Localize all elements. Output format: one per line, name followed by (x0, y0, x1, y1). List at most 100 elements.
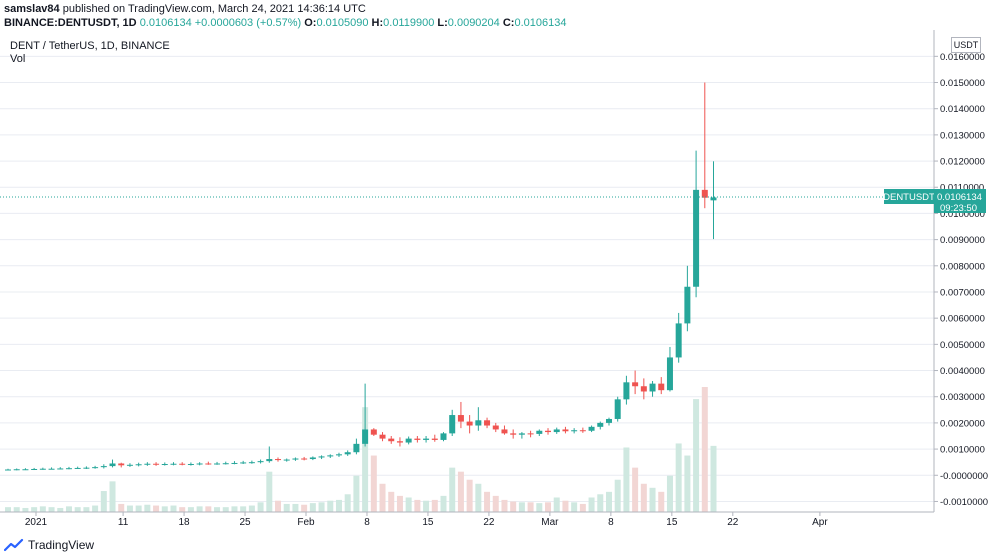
last-price: 0.0106134 (139, 17, 192, 29)
candle-body[interactable] (74, 467, 81, 469)
candle-body[interactable] (666, 357, 673, 391)
candle-body[interactable] (536, 430, 543, 434)
candle-body[interactable] (457, 415, 464, 422)
candle-body[interactable] (684, 286, 691, 324)
candle-body[interactable] (13, 469, 20, 471)
volume-bar (240, 506, 247, 512)
candle-body[interactable] (335, 454, 342, 456)
candle-body[interactable] (632, 382, 639, 387)
candle-body[interactable] (318, 456, 325, 458)
candle-body[interactable] (370, 429, 377, 435)
candle-body[interactable] (492, 425, 499, 430)
candle-body[interactable] (501, 429, 508, 434)
candle-body[interactable] (423, 438, 430, 440)
candle-body[interactable] (39, 468, 46, 470)
candle-body[interactable] (640, 386, 647, 392)
candle-body[interactable] (57, 468, 64, 470)
candle-body[interactable] (545, 430, 552, 433)
price-chart[interactable]: 0.0160000 0.0150000 0.0140000 0.0130000 0.01… (0, 30, 1000, 559)
candle-body[interactable] (414, 438, 421, 440)
candle-body[interactable] (396, 441, 403, 443)
volume-bar (614, 479, 621, 512)
candle-body[interactable] (283, 459, 290, 461)
candle-body[interactable] (214, 463, 221, 465)
candle-body[interactable] (327, 455, 334, 457)
candle-body[interactable] (240, 462, 247, 464)
candle-body[interactable] (649, 383, 656, 392)
candle-body[interactable] (362, 429, 369, 444)
volume-bar (344, 494, 351, 512)
publisher-user[interactable]: samslav84 (4, 3, 60, 15)
candle-body[interactable] (484, 420, 491, 426)
candle-body[interactable] (118, 463, 125, 466)
candle-body[interactable] (179, 463, 186, 465)
candle-body[interactable] (92, 467, 99, 469)
candle-body[interactable] (344, 452, 351, 455)
candle-body[interactable] (153, 463, 160, 465)
candle-body[interactable] (309, 457, 316, 460)
open-label: O: (304, 17, 317, 29)
candle-body[interactable] (675, 323, 682, 358)
candle-body[interactable] (144, 463, 151, 465)
candle-body[interactable] (187, 464, 194, 466)
candle-body[interactable] (257, 461, 264, 463)
candle-body[interactable] (100, 466, 107, 468)
candle-body[interactable] (5, 469, 11, 471)
candle-body[interactable] (196, 463, 203, 465)
volume-bar (666, 475, 673, 512)
candle-body[interactable] (353, 443, 360, 453)
candle-body[interactable] (292, 458, 299, 460)
tradingview-logo[interactable]: TradingView (4, 538, 94, 552)
candle-body[interactable] (275, 459, 282, 461)
candle-body[interactable] (553, 429, 560, 433)
volume-bar (449, 467, 456, 512)
candle-body[interactable] (449, 415, 456, 434)
volume-bar (362, 407, 369, 512)
candle-body[interactable] (22, 469, 29, 471)
candle-body[interactable] (48, 468, 55, 470)
candle-body[interactable] (571, 430, 578, 432)
candle-body[interactable] (431, 438, 438, 440)
candle-body[interactable] (701, 189, 708, 198)
candle-body[interactable] (623, 382, 630, 400)
candle-body[interactable] (231, 462, 238, 464)
candle-body[interactable] (65, 468, 72, 470)
candle-body[interactable] (135, 464, 142, 466)
candle-body[interactable] (658, 383, 665, 391)
candle-body[interactable] (266, 459, 273, 462)
candle-body[interactable] (562, 429, 569, 432)
candle-body[interactable] (693, 189, 700, 287)
candle-body[interactable] (466, 421, 473, 426)
y-tick-label: 0.0040000 (940, 366, 985, 377)
candle-body[interactable] (614, 399, 621, 419)
candle-body[interactable] (579, 430, 586, 432)
volume-bar (518, 502, 525, 512)
candle-body[interactable] (222, 463, 229, 465)
volume-bar (309, 503, 316, 512)
candle-body[interactable] (205, 463, 212, 465)
volume-bar (179, 507, 186, 512)
candle-body[interactable] (126, 464, 133, 466)
candle-body[interactable] (605, 418, 612, 423)
candle-body[interactable] (379, 434, 386, 439)
candle-body[interactable] (527, 433, 534, 435)
volume-bar (492, 495, 499, 512)
candle-body[interactable] (710, 197, 717, 201)
candle-body[interactable] (248, 462, 255, 464)
candle-body[interactable] (170, 463, 177, 465)
candle-body[interactable] (597, 422, 604, 427)
candle-body[interactable] (161, 464, 168, 466)
candle-body[interactable] (588, 426, 595, 431)
candle-body[interactable] (405, 438, 412, 443)
candle-body[interactable] (510, 433, 517, 435)
candle-body[interactable] (109, 463, 116, 467)
currency-unit[interactable]: USDT (951, 37, 981, 53)
candle-body[interactable] (31, 468, 38, 470)
x-tick-label: 25 (239, 517, 251, 528)
candle-body[interactable] (475, 420, 482, 426)
candle-body[interactable] (518, 433, 525, 435)
candle-body[interactable] (388, 438, 395, 442)
candle-body[interactable] (83, 467, 90, 469)
candle-body[interactable] (301, 458, 308, 460)
candle-body[interactable] (440, 433, 447, 440)
